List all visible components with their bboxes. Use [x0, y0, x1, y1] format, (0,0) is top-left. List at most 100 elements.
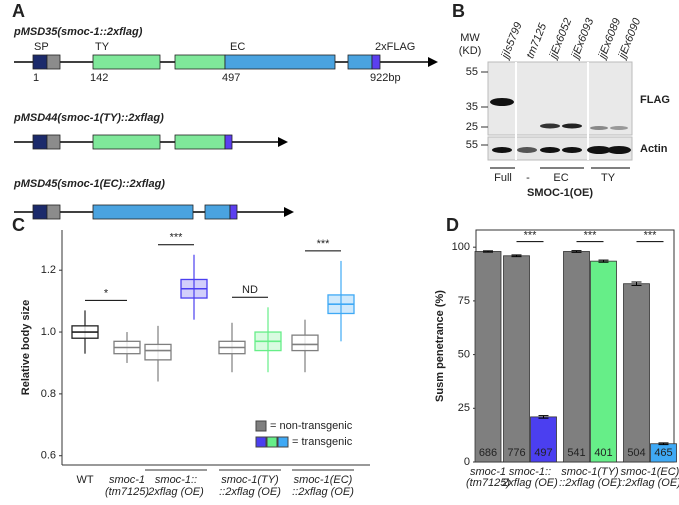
- significance-label: ***: [170, 232, 184, 244]
- arrow-head: [284, 207, 294, 217]
- domain: [174, 134, 226, 150]
- group-label: TY: [601, 172, 616, 184]
- significance-label: ***: [584, 230, 598, 242]
- x-tick-label: smoc-1(EC): [621, 466, 679, 478]
- domain: [32, 204, 48, 220]
- position-label: 922bp: [370, 72, 401, 84]
- x-tick-label: smoc-1(TY): [221, 474, 279, 486]
- band: [490, 98, 514, 106]
- x-tick-label: smoc-1: [109, 474, 145, 486]
- domain: [32, 54, 48, 70]
- domain: [92, 54, 161, 70]
- group-label: -: [526, 172, 530, 184]
- count-label: 541: [567, 447, 585, 459]
- legend-swatch: [277, 436, 289, 448]
- band: [562, 123, 582, 129]
- position-label: 1: [33, 72, 39, 84]
- count-label: 401: [594, 447, 612, 459]
- y-tick-label: 100: [452, 241, 470, 253]
- arrow-head: [278, 137, 288, 147]
- legend-swatch: [255, 436, 267, 448]
- legend-label: = transgenic: [292, 436, 353, 448]
- domain: [92, 134, 161, 150]
- x-tick-label: (tm7125): [105, 486, 149, 498]
- bar: [503, 255, 530, 463]
- band: [540, 123, 560, 129]
- domain: [46, 54, 61, 70]
- x-tick-label: smoc-1::: [509, 466, 551, 478]
- domain: [46, 134, 61, 150]
- band: [587, 146, 611, 154]
- count-label: 497: [534, 447, 552, 459]
- group-label: Full: [494, 172, 512, 184]
- count-label: 686: [479, 447, 497, 459]
- blot-actin: [487, 136, 633, 161]
- bar: [474, 251, 502, 463]
- blot-label: Actin: [640, 143, 668, 155]
- domain: [224, 134, 233, 150]
- y-tick-label: 75: [458, 295, 470, 307]
- x-tick-label: 2xflag (OE): [501, 477, 558, 489]
- domain: [32, 134, 48, 150]
- significance-label: ***: [524, 230, 538, 242]
- y-tick-label: 0.8: [41, 388, 56, 400]
- y-tick-label: 1.2: [41, 264, 56, 276]
- blot-label: FLAG: [640, 94, 670, 106]
- band: [590, 126, 608, 130]
- domain-label: TY: [95, 41, 110, 53]
- bar: [530, 416, 557, 463]
- legend-swatch: [266, 436, 278, 448]
- domain: [371, 54, 381, 70]
- band: [517, 147, 537, 153]
- legend-label: = non-transgenic: [270, 420, 353, 432]
- x-tick-label: 2xflag (OE): [147, 486, 204, 498]
- domain: [174, 54, 226, 70]
- blot-flag: [487, 61, 633, 136]
- mw-marker: 25: [466, 121, 478, 133]
- construct-title: pMSD44(smoc-1(TY)::2xflag): [13, 112, 164, 124]
- x-tick-label: ::2xflag (OE): [219, 486, 281, 498]
- significance-label: *: [104, 287, 109, 299]
- x-tick-label: smoc-1(TY): [561, 466, 619, 478]
- panel-label: D: [446, 215, 459, 235]
- construct-title: pMSD35(smoc-1::2xflag): [13, 26, 143, 38]
- y-tick-label: 1.0: [41, 326, 56, 338]
- significance-label: ***: [317, 238, 331, 250]
- mw-marker: 55: [466, 66, 478, 78]
- domain: [347, 54, 373, 70]
- bar: [563, 251, 590, 463]
- domain-label: EC: [230, 41, 245, 53]
- x-tick-label: ::2xflag (OE): [559, 477, 621, 489]
- domain: [224, 54, 336, 70]
- panel-label: A: [12, 1, 25, 21]
- band: [562, 147, 582, 153]
- y-axis-label: Relative body size: [20, 300, 32, 395]
- domain: [204, 204, 231, 220]
- mw-label: MW: [460, 32, 480, 44]
- band: [492, 147, 512, 153]
- lane-label: tm7125: [524, 21, 549, 60]
- domain-label: 2xFLAG: [375, 41, 415, 53]
- x-tick-label: smoc-1: [470, 466, 506, 478]
- significance-label: ND: [242, 284, 258, 296]
- arrow-head: [428, 57, 438, 67]
- y-tick-label: 0.6: [41, 450, 56, 462]
- count-label: 776: [507, 447, 525, 459]
- box: [291, 334, 319, 352]
- x-tick-label: smoc-1::: [155, 474, 197, 486]
- box: [144, 343, 172, 361]
- mw-marker: 35: [466, 101, 478, 113]
- legend-swatch: [255, 420, 267, 432]
- lane-label: jjIs5799: [499, 21, 525, 63]
- x-tick-label: smoc-1(EC): [294, 474, 353, 486]
- domain: [229, 204, 238, 220]
- domain-label: SP: [34, 41, 49, 53]
- significance-label: ***: [644, 230, 658, 242]
- mw-marker: 55: [466, 139, 478, 151]
- count-label: 465: [654, 447, 672, 459]
- position-label: 142: [90, 72, 108, 84]
- bar: [623, 283, 650, 463]
- x-tick-label: ::2xflag (OE): [619, 477, 679, 489]
- bar: [590, 260, 617, 463]
